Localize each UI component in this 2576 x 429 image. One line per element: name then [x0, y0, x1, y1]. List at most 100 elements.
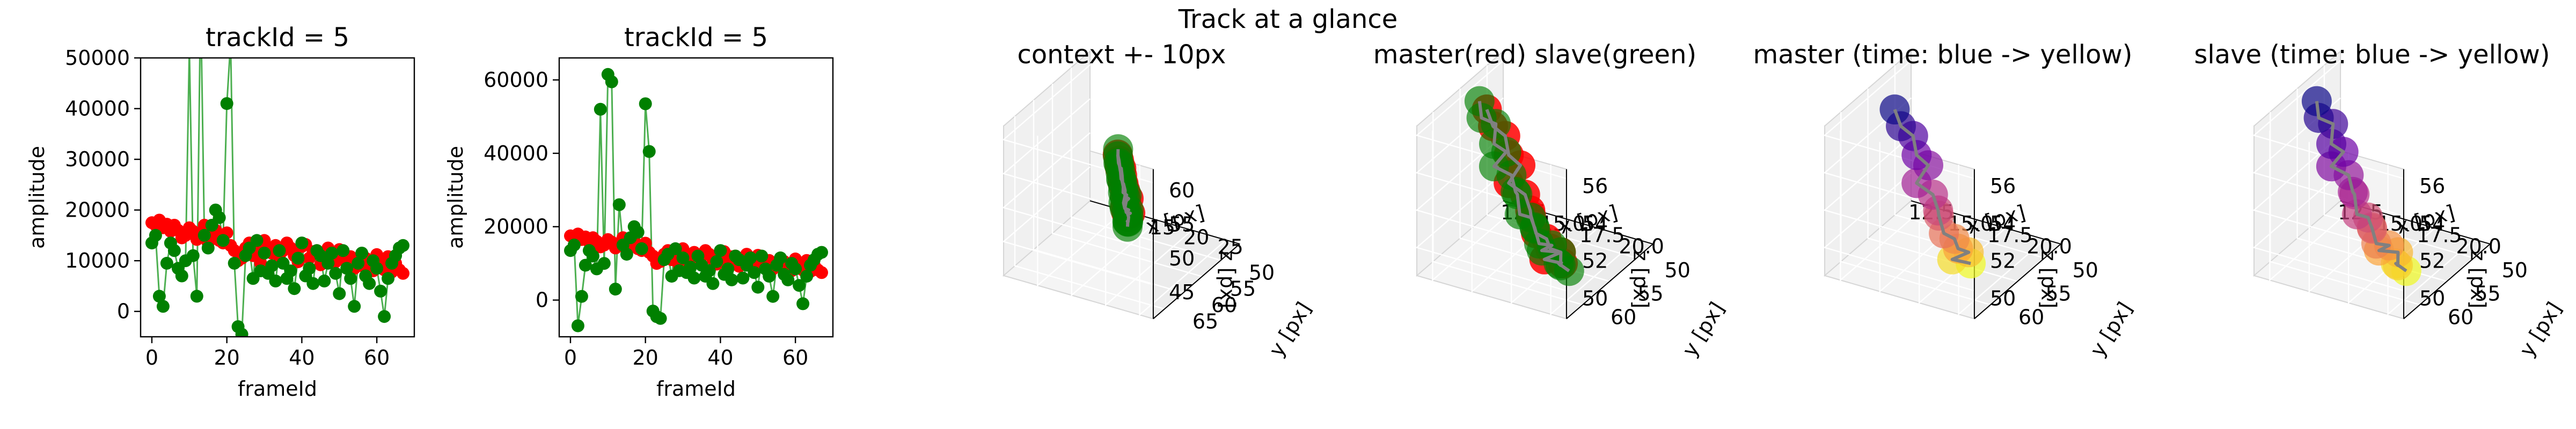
- x-tick-label: 17.5: [1579, 223, 1625, 247]
- data-point: [363, 277, 376, 290]
- y-gridline: [1070, 67, 1221, 261]
- data-point: [397, 239, 409, 252]
- data-point: [687, 271, 701, 285]
- y-axis-line: [2403, 243, 2491, 320]
- plot-title: context +- 10px: [1018, 40, 1226, 70]
- side-pane: [1003, 50, 1091, 277]
- z-gridline: [1002, 64, 1154, 184]
- data-point: [382, 272, 395, 285]
- plot-area: [145, 0, 409, 337]
- data-point: [605, 75, 618, 88]
- data-point: [220, 97, 233, 110]
- data-point: [306, 277, 320, 290]
- subplot-container: 0 20 40 60 0 10000 20000 30000 40000 50000 trackId…: [25, 0, 2566, 401]
- data-point: [186, 249, 200, 262]
- data-point: [815, 246, 828, 259]
- y-axis-label: y [px]: [1264, 298, 1316, 360]
- y-tick-label: 50000: [65, 46, 130, 70]
- amplitude-plot-1: 0 20 40 60 0 10000 20000 30000 40000 50000 trackId…: [25, 0, 415, 401]
- slave-trajectory: [1477, 101, 1570, 272]
- y-tick-label: 55: [1230, 277, 1256, 301]
- z-tick-label: 55: [1169, 212, 1195, 236]
- data-point: [796, 297, 810, 310]
- data-point: [291, 252, 305, 265]
- x-tick-label: 0: [145, 346, 158, 369]
- y-tick-label: 55: [2045, 282, 2071, 306]
- data-point: [714, 244, 727, 257]
- x-tick-label: 20: [633, 346, 658, 369]
- data-point: [378, 310, 391, 323]
- data-point: [748, 266, 761, 279]
- z-tick-label: 54: [1582, 212, 1608, 235]
- z-gridline: [2252, 172, 2404, 292]
- trajectory: [2315, 101, 2407, 272]
- z-gridline: [2252, 135, 2404, 254]
- x-axis-label: frameId: [656, 377, 736, 401]
- data-point: [295, 236, 309, 250]
- z-tick-label: 50: [2419, 286, 2445, 310]
- data-point: [156, 300, 170, 313]
- data-point: [702, 264, 716, 277]
- y-tick-label: 50: [1249, 261, 1275, 284]
- data-point: [183, 41, 196, 54]
- y-tick-label: 40000: [484, 142, 548, 165]
- z-axis-label: z [px]: [1629, 250, 1652, 308]
- data-point: [669, 242, 682, 255]
- figure-suptitle: Track at a glance: [1178, 4, 1398, 34]
- y-tick-label: 50: [1665, 258, 1690, 282]
- data-point: [318, 275, 331, 287]
- data-point: [755, 249, 769, 263]
- data-point: [620, 248, 633, 261]
- data-point: [160, 256, 173, 270]
- y-axis-line: [1153, 243, 1240, 320]
- y-tick-label: 20000: [484, 215, 548, 239]
- z-tick-label: 56: [2419, 174, 2445, 198]
- axes-frame: [558, 57, 834, 338]
- data-point: [258, 247, 271, 260]
- data-point: [635, 242, 648, 255]
- x-tick-label: 20.0: [2026, 235, 2072, 258]
- data-point: [190, 290, 203, 303]
- data-point: [197, 228, 211, 242]
- y-tick-label: 10000: [65, 249, 130, 272]
- x-tick-label: 25: [1217, 235, 1243, 259]
- data-point: [774, 251, 787, 264]
- y-gridline: [1840, 112, 1991, 306]
- y-tick-label: 20000: [65, 198, 130, 222]
- z-gridline: [1002, 132, 1154, 252]
- data-point: [329, 267, 342, 280]
- z-gridline: [1002, 98, 1154, 218]
- z-gridline: [1002, 166, 1154, 286]
- y-axis-label: amplitude: [444, 146, 467, 249]
- data-point: [710, 255, 723, 268]
- z-tick-label: 56: [1582, 174, 1608, 198]
- data-point: [815, 266, 828, 279]
- data-point: [744, 251, 757, 264]
- data-point: [597, 257, 611, 270]
- data-point: [609, 283, 622, 296]
- data-point: [194, 0, 207, 4]
- y-gridline: [1033, 100, 1184, 294]
- data-point: [175, 269, 188, 283]
- y-tick-label: 30000: [65, 147, 130, 171]
- y-axis-label: y [px]: [1678, 298, 1729, 360]
- z-tick-label: 52: [2419, 249, 2445, 273]
- y-tick-label: 60: [1211, 293, 1237, 317]
- data-point: [284, 264, 297, 278]
- data-point: [781, 273, 795, 286]
- x-tick-label: 60: [364, 346, 390, 369]
- data-point: [567, 238, 581, 252]
- data-point: [303, 262, 316, 275]
- z-tick-label: 60: [1169, 179, 1195, 202]
- data-point: [152, 290, 166, 303]
- data-point: [269, 275, 282, 287]
- plot-title: slave (time: blue -> yellow): [2194, 40, 2550, 70]
- data-point: [228, 256, 241, 270]
- data-point: [235, 328, 248, 337]
- x-tick-label: 60: [782, 346, 808, 369]
- data-point: [167, 244, 181, 257]
- data-point: [355, 247, 369, 260]
